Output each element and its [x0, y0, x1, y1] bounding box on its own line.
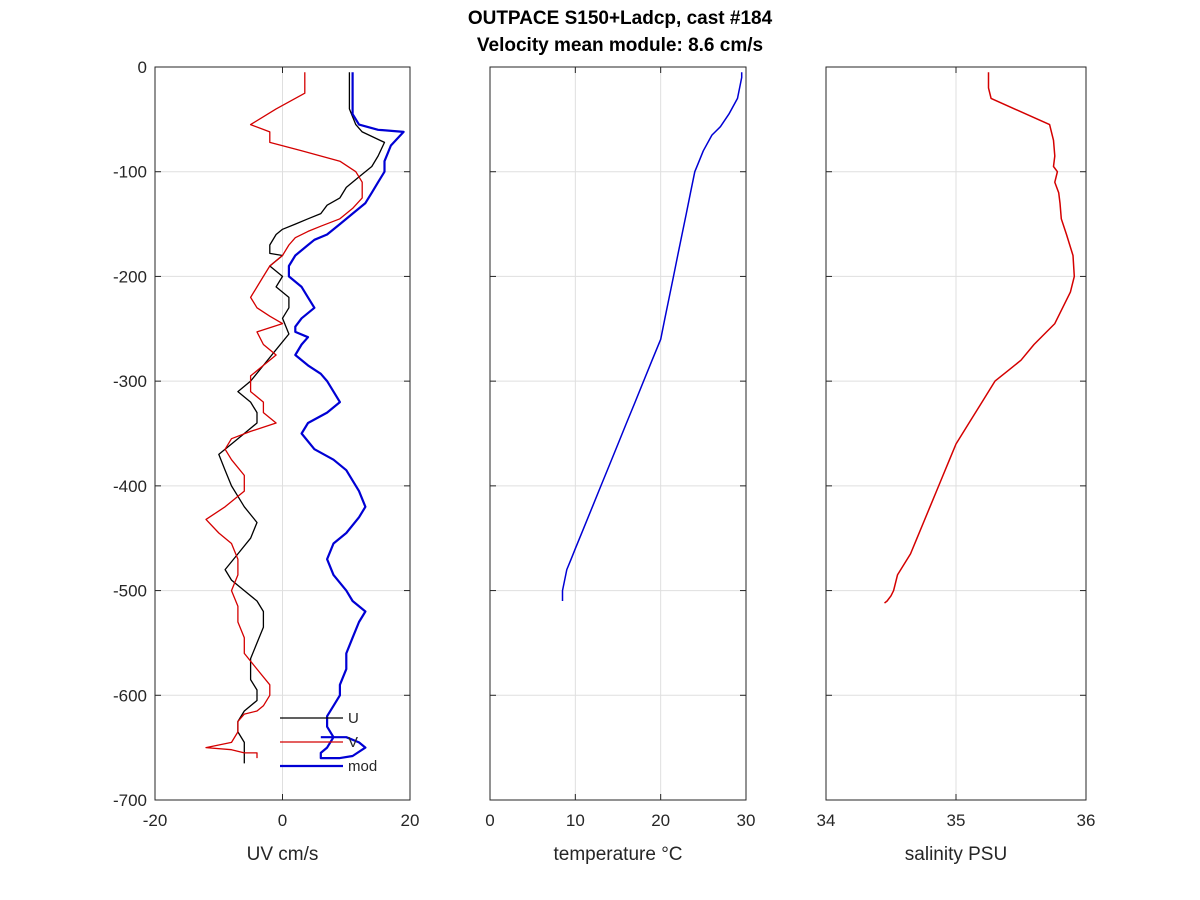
series-line-u [218, 72, 386, 764]
y-tick-label: -400 [113, 477, 147, 496]
x-tick-label: 20 [401, 811, 420, 830]
y-tick-label: -200 [113, 267, 147, 286]
x-tick-label: 20 [651, 811, 670, 830]
x-tick-label: 36 [1077, 811, 1096, 830]
y-tick-label: -600 [113, 686, 147, 705]
x-tick-label: -20 [143, 811, 168, 830]
x-axis-label: temperature °C [553, 844, 682, 865]
y-tick-label: -500 [113, 582, 147, 601]
axes-panel-3: 34 35 36 salinity PSU [817, 66, 1096, 865]
x-axis-label: UV cm/s [247, 844, 319, 865]
axes-panel-2: 0 10 20 30 temperature °C [485, 66, 756, 865]
x-axis-label: salinity PSU [905, 844, 1007, 865]
x-tick-label: 34 [817, 811, 836, 830]
figure-title-line2: Velocity mean module: 8.6 cm/s [477, 35, 763, 56]
series-line-v [205, 72, 363, 759]
x-tick-label: 10 [566, 811, 585, 830]
axes-box [489, 66, 747, 801]
x-tick-label: 0 [278, 811, 287, 830]
figure-title-line1: OUTPACE S150+Ladcp, cast #184 [468, 8, 773, 29]
y-tick-label: -700 [113, 791, 147, 810]
legend-label-mod: mod [348, 758, 377, 775]
y-tick-label: -300 [113, 372, 147, 391]
series-line-3-1 [884, 72, 1076, 604]
series-line-2-1 [561, 72, 743, 601]
x-tick-label: 30 [737, 811, 756, 830]
series-line-mod [287, 72, 405, 760]
legend-label-u: U [348, 710, 359, 727]
x-tick-label: 0 [485, 811, 494, 830]
x-tick-label: 35 [947, 811, 966, 830]
legend-label-v: V [348, 734, 358, 751]
y-tick-label: -100 [113, 163, 147, 182]
y-tick-label: 0 [138, 58, 147, 77]
